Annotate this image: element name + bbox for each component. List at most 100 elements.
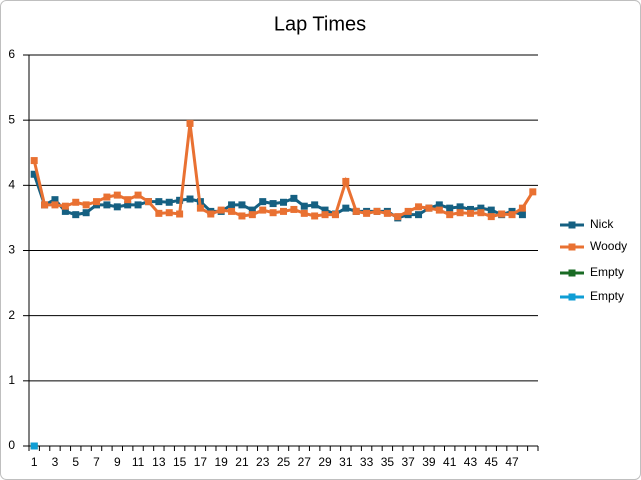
x-tick-label: 5 <box>72 455 79 469</box>
x-tick-label: 21 <box>235 455 249 469</box>
x-tick-label: 25 <box>277 455 291 469</box>
point-marker <box>82 209 90 217</box>
x-tick-label: 11 <box>132 455 145 469</box>
point-marker <box>186 195 194 203</box>
point-marker <box>290 194 298 202</box>
point-marker <box>259 206 267 214</box>
legend-label: Empty <box>590 289 624 303</box>
point-marker <box>363 209 371 217</box>
point-marker <box>30 442 38 450</box>
x-tick-label: 39 <box>422 455 436 469</box>
y-tick-label: 5 <box>8 112 15 126</box>
point-marker <box>477 209 485 217</box>
x-tick-label: 29 <box>318 455 332 469</box>
legend-marker <box>568 293 576 301</box>
x-tick-label: 15 <box>173 455 187 469</box>
point-marker <box>498 210 506 218</box>
point-marker <box>93 198 101 206</box>
x-tick-label: 1 <box>31 455 38 469</box>
point-marker <box>82 201 90 209</box>
point-marker <box>248 211 256 219</box>
point-marker <box>352 207 360 215</box>
point-marker <box>228 207 236 215</box>
x-tick-label: 41 <box>443 455 457 469</box>
point-marker <box>217 206 225 214</box>
point-marker <box>113 203 121 211</box>
point-marker <box>290 205 298 213</box>
point-marker <box>269 209 277 217</box>
legend-label: Woody <box>590 239 627 253</box>
x-tick-label: 45 <box>485 455 499 469</box>
point-marker <box>280 207 287 215</box>
point-marker <box>248 206 256 214</box>
y-tick-label: 0 <box>8 438 15 452</box>
point-marker <box>331 211 339 219</box>
legend-marker <box>568 221 576 229</box>
point-marker <box>186 119 194 127</box>
point-marker <box>446 204 454 212</box>
point-marker <box>508 211 516 219</box>
point-marker <box>72 198 80 206</box>
x-tick-label: 13 <box>152 455 166 469</box>
point-marker <box>51 201 59 209</box>
y-tick-label: 2 <box>8 308 15 322</box>
point-marker <box>404 207 412 215</box>
point-marker <box>466 209 474 217</box>
x-tick-label: 19 <box>214 455 228 469</box>
x-tick-label: 7 <box>93 455 100 469</box>
y-tick-label: 3 <box>8 243 15 257</box>
legend-marker <box>568 243 576 251</box>
point-marker <box>155 198 163 206</box>
x-tick-label: 35 <box>381 455 395 469</box>
point-marker <box>435 201 443 209</box>
y-tick-label: 6 <box>8 47 15 61</box>
point-marker <box>518 211 526 219</box>
point-marker <box>144 198 152 206</box>
point-marker <box>113 191 121 199</box>
point-marker <box>342 204 350 212</box>
point-marker <box>311 212 319 220</box>
point-marker <box>165 198 173 206</box>
point-marker <box>51 196 59 204</box>
point-marker <box>311 201 319 209</box>
point-marker <box>30 157 38 165</box>
point-marker <box>446 211 454 219</box>
point-marker <box>259 198 267 206</box>
point-marker <box>176 210 184 218</box>
point-marker <box>103 193 111 201</box>
x-tick-label: 43 <box>464 455 478 469</box>
point-marker <box>238 201 246 209</box>
point-marker <box>415 211 423 219</box>
point-marker <box>518 204 526 212</box>
point-marker <box>300 202 308 210</box>
point-marker <box>103 201 111 209</box>
point-marker <box>124 196 132 204</box>
point-marker <box>456 203 464 211</box>
point-marker <box>487 213 495 221</box>
point-marker <box>61 207 69 215</box>
x-tick-label: 17 <box>194 455 208 469</box>
point-marker <box>41 201 49 209</box>
point-marker <box>321 206 329 214</box>
point-marker <box>300 209 308 217</box>
point-marker <box>72 211 80 219</box>
legend-marker <box>568 269 576 277</box>
point-marker <box>373 207 381 215</box>
point-marker <box>487 206 495 214</box>
point-marker <box>269 200 277 208</box>
point-marker <box>342 177 350 185</box>
legend-label: Nick <box>590 217 614 231</box>
y-tick-label: 1 <box>8 373 15 387</box>
point-marker <box>321 211 329 219</box>
x-tick-label: 31 <box>339 455 353 469</box>
x-tick-label: 47 <box>505 455 519 469</box>
point-marker <box>228 201 236 209</box>
y-tick-label: 4 <box>8 178 15 192</box>
legend-label: Empty <box>590 265 624 279</box>
point-marker <box>61 202 69 210</box>
point-marker <box>155 209 163 217</box>
point-marker <box>415 203 423 211</box>
